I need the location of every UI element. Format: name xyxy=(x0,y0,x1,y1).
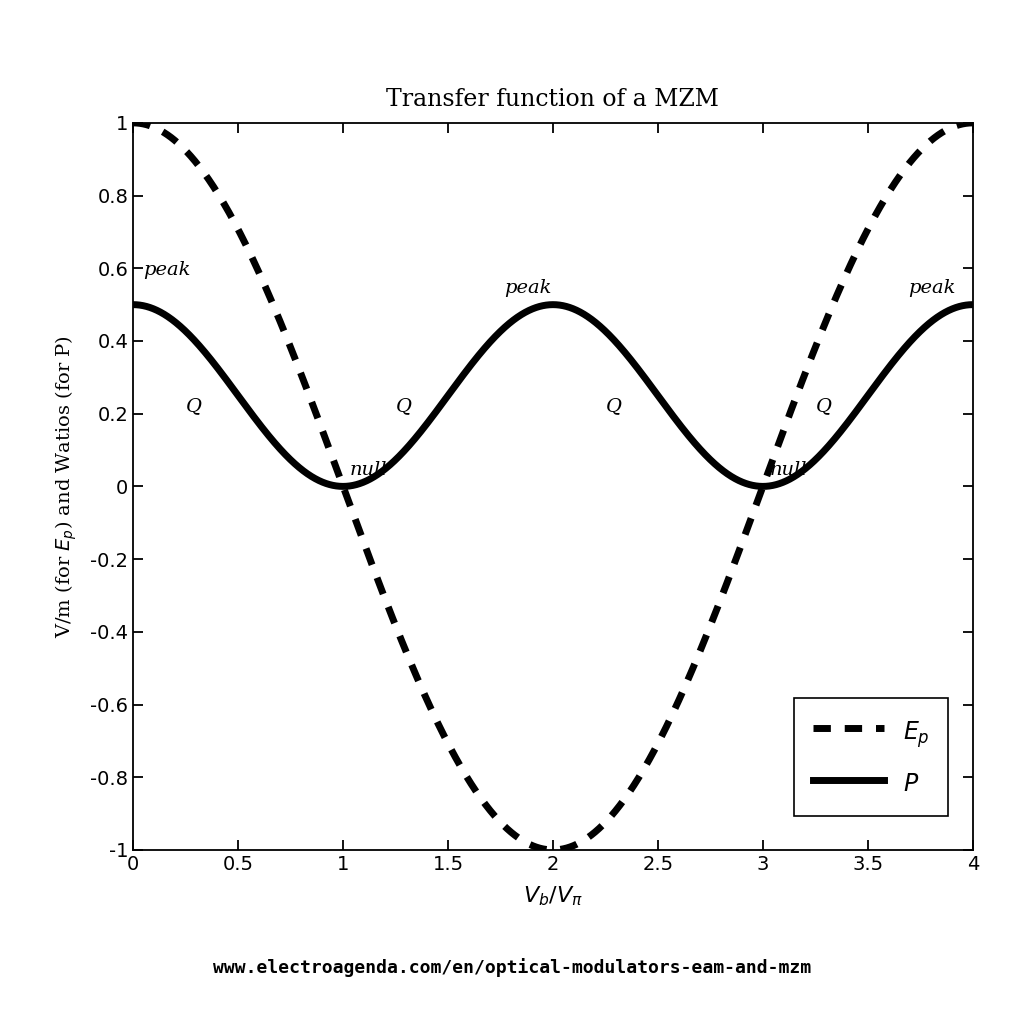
Text: Q: Q xyxy=(815,397,831,416)
Text: peak: peak xyxy=(143,261,191,280)
Text: Q: Q xyxy=(395,397,412,416)
Title: Transfer function of a MZM: Transfer function of a MZM xyxy=(386,88,720,112)
Text: Q: Q xyxy=(185,397,202,416)
X-axis label: $V_b/V_{\pi}$: $V_b/V_{\pi}$ xyxy=(523,885,583,908)
Legend: $E_p$, $P$: $E_p$, $P$ xyxy=(795,698,948,816)
Text: null: null xyxy=(769,461,807,479)
Text: peak: peak xyxy=(908,280,956,297)
Text: Q: Q xyxy=(605,397,622,416)
Text: www.electroagenda.com/en/optical-modulators-eam-and-mzm: www.electroagenda.com/en/optical-modulat… xyxy=(213,958,811,977)
Text: peak: peak xyxy=(504,280,552,297)
Y-axis label: V/m (for $E_p$) and Watios (for P): V/m (for $E_p$) and Watios (for P) xyxy=(53,335,79,638)
Text: null: null xyxy=(349,461,387,479)
